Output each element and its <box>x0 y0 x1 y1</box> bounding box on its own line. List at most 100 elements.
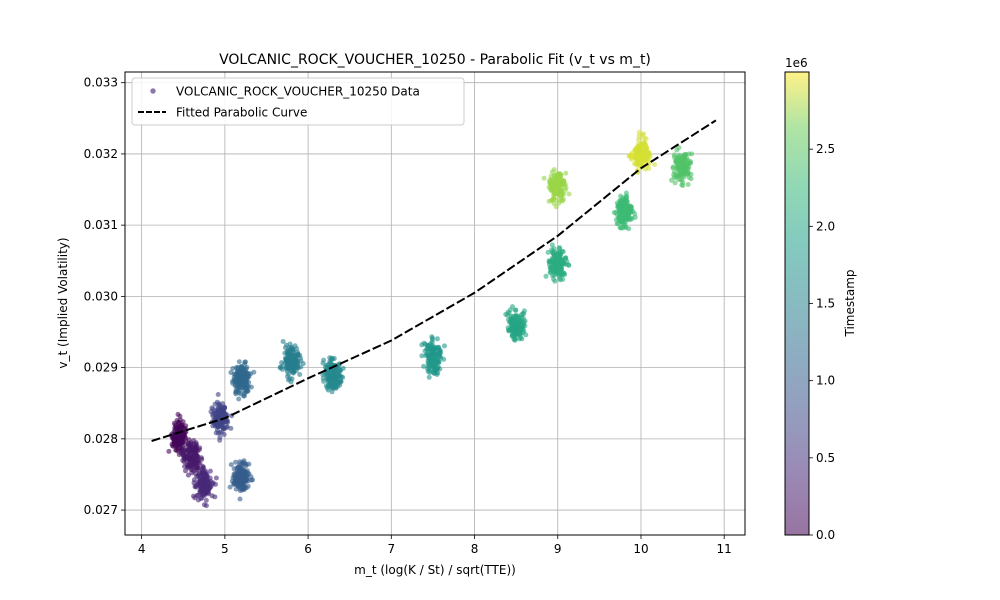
scatter-point <box>320 360 326 366</box>
scatter-point <box>202 480 207 486</box>
scatter-point <box>429 360 435 366</box>
scatter-point <box>435 360 441 366</box>
scatter-point <box>563 185 569 191</box>
scatter-point <box>212 494 218 500</box>
x-tick-label: 8 <box>471 542 479 556</box>
scatter-point <box>626 209 632 215</box>
scatter-point <box>616 208 622 214</box>
scatter-point <box>563 255 569 261</box>
scatter-point <box>520 322 526 328</box>
x-tick-label: 7 <box>387 542 395 556</box>
scatter-point <box>183 438 189 444</box>
scatter-point <box>620 205 626 211</box>
scatter-point <box>176 433 182 439</box>
x-axis-ticks: 4 5 6 7 8 9 10 11 <box>138 535 732 556</box>
scatter-point <box>244 385 250 391</box>
scatter-point <box>426 353 432 359</box>
scatter-point <box>683 158 689 163</box>
y-axis-ticks: 0.027 0.028 0.029 0.030 0.031 0.032 0.033 <box>84 76 125 517</box>
colorbar-gradient <box>785 72 809 535</box>
chart-title: VOLCANIC_ROCK_VOUCHER_10250 - Parabolic … <box>219 52 651 68</box>
scatter-point <box>233 459 239 465</box>
scatter-point <box>180 445 186 451</box>
scatter-point <box>547 259 553 265</box>
scatter-point <box>636 133 642 139</box>
scatter-point <box>237 496 243 502</box>
scatter-point <box>516 336 522 342</box>
colorbar-tick-label: 1.0 <box>816 374 835 388</box>
scatter-point <box>236 390 242 396</box>
colorbar-offset-label: 1e6 <box>785 56 808 70</box>
scatter-point <box>434 372 440 377</box>
colorbar-tick-label: 1.5 <box>816 297 835 311</box>
scatter-point <box>166 448 172 454</box>
scatter-point <box>320 375 326 381</box>
scatter-point <box>337 368 343 374</box>
scatter-point <box>235 483 241 489</box>
legend-box <box>131 77 465 126</box>
fitted-parabolic-curve <box>151 119 717 442</box>
scatter-point <box>280 339 286 344</box>
scatter-point <box>645 149 651 155</box>
scatter-point <box>241 467 247 473</box>
scatter-point <box>297 372 303 377</box>
scatter-point <box>236 470 242 476</box>
scatter-point <box>684 163 690 169</box>
scatter-point <box>553 189 559 195</box>
scatter-point <box>549 242 555 248</box>
scatter-point <box>614 221 620 227</box>
scatter-point <box>289 376 295 382</box>
scatter-point <box>635 159 641 165</box>
x-tick-label: 6 <box>304 542 312 556</box>
scatter-point <box>210 406 216 412</box>
scatter-point <box>329 370 334 376</box>
scatter-point <box>639 141 645 147</box>
colorbar-tick-label: 2.5 <box>816 142 835 156</box>
scatter-point <box>543 273 549 279</box>
scatter-point <box>244 365 250 370</box>
colorbar-tick-label: 2.0 <box>816 219 835 233</box>
scatter-point <box>236 359 242 365</box>
colorbar-ticks: 0.0 0.5 1.0 1.5 2.0 2.5 <box>809 142 835 542</box>
x-tick-label: 5 <box>221 542 229 556</box>
scatter-point <box>221 426 227 432</box>
scatter-point <box>632 211 638 217</box>
scatter-point <box>183 454 189 460</box>
scatter-point <box>442 343 447 349</box>
scatter-point <box>300 361 306 367</box>
scatter-point <box>324 372 330 378</box>
scatter-point <box>619 212 625 218</box>
scatter-point <box>248 384 254 390</box>
scatter-point <box>551 196 557 202</box>
scatter-point <box>290 370 296 376</box>
scatter-point <box>190 446 196 452</box>
scatter-point <box>556 246 562 251</box>
scatter-point <box>519 312 524 318</box>
scatter-point <box>424 347 430 353</box>
scatter-point <box>279 360 285 366</box>
scatter-point <box>552 278 558 284</box>
x-tick-label: 11 <box>717 542 732 556</box>
scatter-point <box>238 478 244 484</box>
scatter-point <box>210 481 216 487</box>
scatter-point <box>199 491 205 497</box>
scatter-point <box>426 365 432 371</box>
scatter-point <box>199 456 205 462</box>
scatter-point <box>205 480 211 486</box>
scatter-point <box>286 358 292 364</box>
scatter-point <box>228 462 234 468</box>
legend: VOLCANIC_ROCK_VOUCHER_10250 Data Fitted … <box>131 77 465 126</box>
colorbar-tick-label: 0.5 <box>816 451 835 465</box>
scatter-point <box>205 486 211 492</box>
scatter-point <box>188 467 194 473</box>
scatter-point <box>194 464 200 469</box>
scatter-point <box>552 269 558 275</box>
scatter-point <box>191 477 197 483</box>
scatter-point <box>233 377 239 383</box>
scatter-point <box>641 151 647 157</box>
grid <box>125 72 745 535</box>
scatter-point <box>550 250 556 256</box>
scatter-point <box>238 381 244 387</box>
scatter-point <box>673 175 679 181</box>
